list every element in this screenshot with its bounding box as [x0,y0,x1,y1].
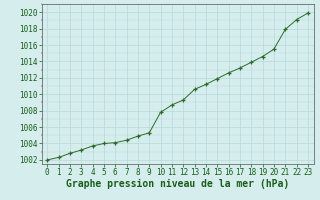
X-axis label: Graphe pression niveau de la mer (hPa): Graphe pression niveau de la mer (hPa) [66,179,289,189]
